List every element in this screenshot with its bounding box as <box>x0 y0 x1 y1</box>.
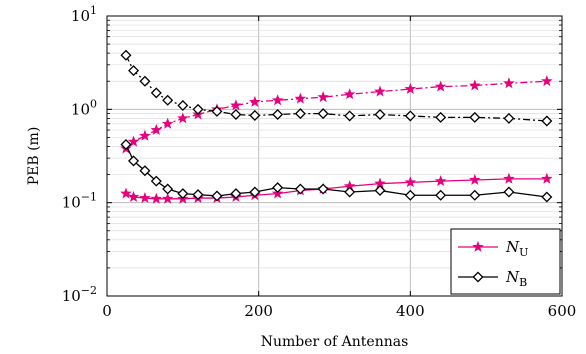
diamond-marker <box>192 103 204 115</box>
series-line <box>125 178 547 200</box>
legend-label: NB <box>505 268 527 289</box>
star-marker <box>343 88 356 100</box>
x-tick-label: 0 <box>102 302 112 320</box>
star-marker <box>139 192 151 203</box>
star-marker <box>139 129 151 141</box>
star-marker <box>127 190 140 202</box>
plot-frame <box>106 15 563 297</box>
star-marker <box>472 240 484 252</box>
star-marker <box>503 77 515 89</box>
diamond-marker <box>541 191 553 203</box>
star-marker <box>434 175 447 187</box>
series-line <box>125 80 547 150</box>
diamond-marker <box>162 183 174 195</box>
star-marker <box>317 91 329 103</box>
diamond-marker <box>139 165 151 177</box>
y-tick-label: 101 <box>71 4 97 25</box>
y-tick-label: 100 <box>71 97 97 118</box>
star-marker <box>161 117 174 129</box>
star-marker <box>127 135 140 147</box>
series-n-u-solid <box>120 172 553 204</box>
diamond-marker <box>139 75 151 87</box>
star-marker <box>150 123 163 135</box>
series-n-u-dashdot <box>120 75 553 154</box>
diamond-marker <box>162 94 174 106</box>
diamond-marker <box>272 108 284 121</box>
diamond-marker <box>128 65 140 77</box>
legend-entry: NB <box>458 268 527 289</box>
diamond-marker <box>503 112 515 124</box>
diamond-marker <box>230 108 242 121</box>
legend-box <box>450 228 561 295</box>
star-marker <box>177 112 189 124</box>
star-marker <box>150 192 163 204</box>
series-line <box>125 144 547 198</box>
legend-label: NU <box>505 238 528 259</box>
diamond-marker <box>120 49 132 61</box>
diamond-marker <box>469 111 481 123</box>
star-marker <box>434 80 447 92</box>
diamond-marker <box>192 189 204 201</box>
diamond-marker <box>249 109 261 121</box>
star-marker <box>541 172 553 184</box>
star-marker <box>294 92 307 104</box>
diamond-marker <box>211 190 223 202</box>
diamond-marker <box>294 108 306 120</box>
diamond-marker <box>404 110 416 122</box>
y-tick-label: 10−2 <box>62 284 97 305</box>
diamond-marker <box>128 155 140 167</box>
star-marker <box>271 94 284 106</box>
diamond-marker <box>150 87 162 99</box>
diamond-marker <box>503 186 515 198</box>
star-marker <box>503 172 515 184</box>
star-marker <box>230 99 242 111</box>
series-layer <box>120 49 553 204</box>
diamond-marker <box>344 186 356 198</box>
diamond-marker <box>472 271 484 283</box>
diamond-marker <box>211 105 223 117</box>
x-tick-label: 400 <box>396 302 425 320</box>
tick-labels: 0 200 400 600 101 100 10−1 10−2 <box>62 4 577 320</box>
diamond-marker <box>150 175 162 187</box>
diamond-marker <box>120 138 132 151</box>
diamond-marker <box>541 115 553 127</box>
x-axis-label: Number of Antennas <box>261 334 409 350</box>
diamond-marker <box>374 108 386 121</box>
diamond-marker <box>249 186 261 198</box>
diamond-marker <box>435 111 447 123</box>
tick-marks <box>106 15 563 297</box>
grid <box>107 16 562 296</box>
x-tick-label: 200 <box>244 302 273 320</box>
diamond-marker <box>404 189 416 201</box>
diamond-marker <box>230 188 242 200</box>
diamond-marker <box>294 183 306 195</box>
y-tick-label: 10−1 <box>62 191 97 212</box>
diamond-marker <box>317 183 329 195</box>
star-marker <box>271 187 284 199</box>
diamond-marker <box>435 189 447 201</box>
star-marker <box>469 173 481 185</box>
star-marker <box>469 79 481 91</box>
diamond-marker <box>469 189 481 201</box>
series-n-b-dashdot <box>120 49 553 127</box>
legend: NU NB <box>450 228 561 295</box>
series-n-b-solid <box>120 138 553 203</box>
star-marker <box>374 85 386 97</box>
diamond-marker <box>344 110 356 122</box>
diamond-marker <box>317 108 329 120</box>
star-marker <box>404 82 417 94</box>
diamond-marker <box>374 184 386 197</box>
x-tick-label: 600 <box>548 302 577 320</box>
diamond-marker <box>177 188 189 200</box>
legend-entry: NU <box>458 238 528 259</box>
diamond-marker <box>272 182 284 194</box>
y-axis-label: PEB (m) <box>26 127 42 186</box>
star-marker <box>161 192 174 204</box>
star-marker <box>249 95 261 107</box>
star-marker <box>404 176 417 188</box>
star-marker <box>120 187 132 199</box>
star-marker <box>541 75 553 87</box>
diamond-marker <box>177 99 189 111</box>
